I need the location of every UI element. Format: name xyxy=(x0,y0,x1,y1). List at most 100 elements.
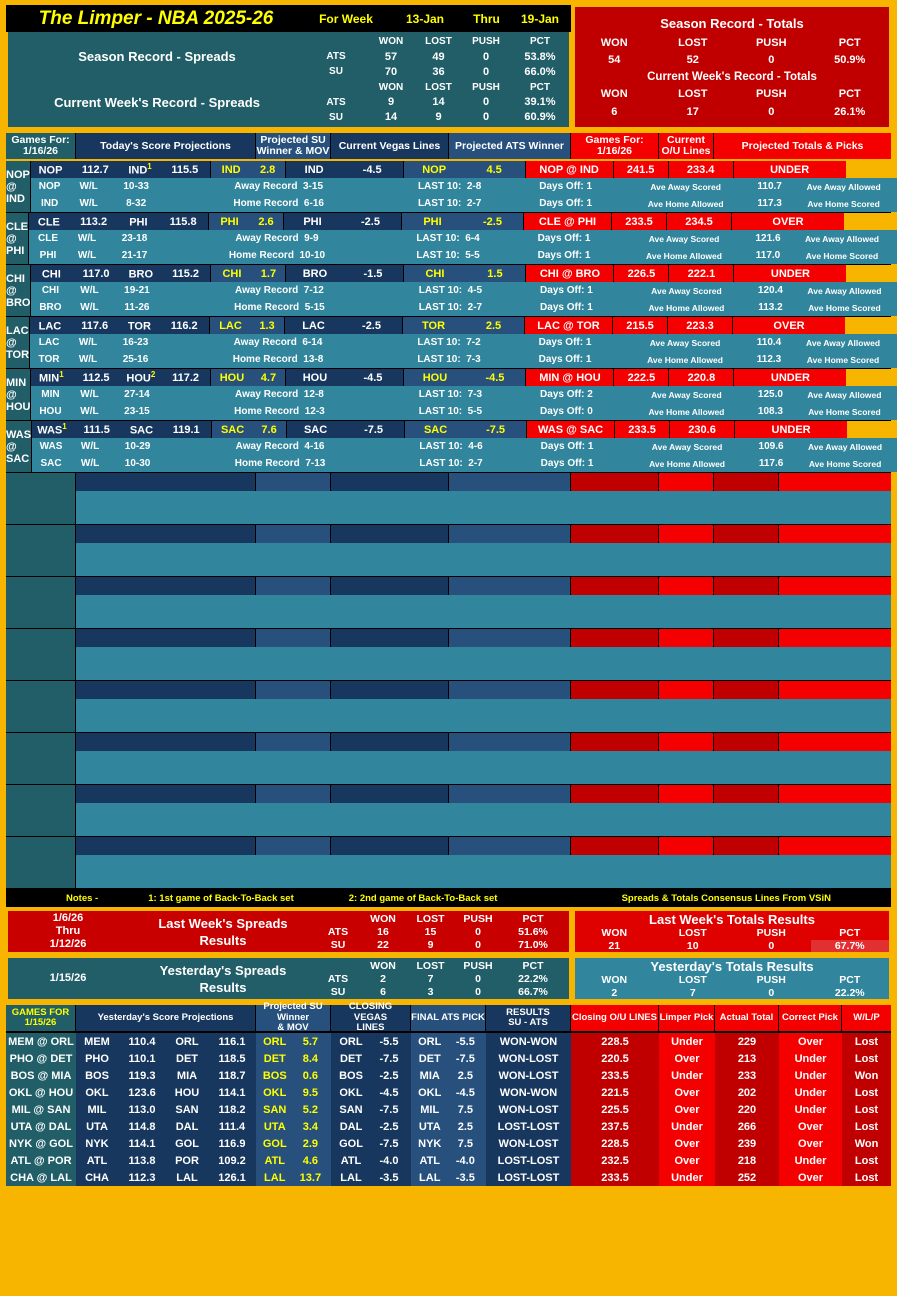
projected-su-winner-cell: ATL 4.6 xyxy=(256,1152,331,1169)
col-header-actual-total: Actual Total xyxy=(715,1005,779,1031)
actual-total-cell: 266 xyxy=(715,1118,779,1135)
closing-ou-line-cell: 233.5 xyxy=(571,1169,659,1186)
game-label-right-cell: LAC @ TOR xyxy=(525,317,614,334)
projected-su-winner-cell: LAL 13.7 xyxy=(256,1169,331,1186)
correct-pick-cell: Under xyxy=(779,1101,842,1118)
su-ats-result-cell: WON-LOST xyxy=(486,1067,571,1084)
game-group: CHI @ BRO CHI 117.0 BRO 115.2 CHI 1.7 BR… xyxy=(6,265,897,317)
projected-total-cell: 220.8 xyxy=(669,369,735,386)
game-label-right-cell: NOP @ IND xyxy=(525,161,614,178)
col-header-results: RESULTS SU - ATS xyxy=(486,1005,571,1031)
correct-pick-cell: Over xyxy=(779,1169,842,1186)
score-projection-cell: CHA 112.3 LAL 126.1 xyxy=(76,1169,256,1186)
game-group: WAS @ SAC WAS1 111.5 SAC 119.1 SAC 7.6 S… xyxy=(6,421,897,473)
col-header-su-winner: Projected SU Winner & MOV xyxy=(256,133,331,159)
final-ats-pick-cell: MIA 2.5 xyxy=(411,1067,486,1084)
final-ats-pick-cell: OKL -4.5 xyxy=(411,1084,486,1101)
projected-su-winner-cell: BOS 0.6 xyxy=(256,1067,331,1084)
week-totals-title: Current Week's Record - Totals xyxy=(647,71,817,84)
season-spreads-su-row: SU 70 36 0 66.0% xyxy=(329,65,556,78)
stats-header-row: WON LOST PUSH PCT xyxy=(370,959,544,972)
bottom-table-header: GAMES FOR 1/15/26 Yesterday's Score Proje… xyxy=(6,1002,891,1033)
current-vegas-line-cell: SAC -7.5 xyxy=(287,421,406,438)
score-projection-cell: MEM 110.4 ORL 116.1 xyxy=(76,1033,256,1050)
actual-total-cell: 239 xyxy=(715,1135,779,1152)
yesterday-game-row: NYK @ GOL NYK 114.1 GOL 116.9 GOL 2.9 GOL -7… xyxy=(6,1135,891,1152)
projected-total-cell: 222.1 xyxy=(669,265,735,282)
last-week-dates: 1/6/26 Thru 1/12/26 xyxy=(49,912,87,950)
su-ats-result-cell: WON-WON xyxy=(486,1084,571,1101)
col-header-final-ats-pick: FINAL ATS PICK xyxy=(411,1005,486,1031)
limper-pick-cell: Under xyxy=(659,1067,715,1084)
ou-line-cell: 215.5 xyxy=(613,317,669,334)
game-matchup-label: CLE @ PHI xyxy=(6,213,29,264)
wlp-result-cell: Lost xyxy=(842,1169,891,1186)
season-spreads-ats-row: ATS 57 49 0 53.8% xyxy=(326,50,556,63)
col-header-closing-ou: Closing O/U LINES xyxy=(571,1005,659,1031)
consensus-source-note: Spreads & Totals Consensus Lines From VS… xyxy=(621,892,831,904)
yesterday-spreads-panel: 1/15/26 Yesterday's Spreads Results WON LO… xyxy=(6,956,571,1001)
yesterday-game-row: MEM @ ORL MEM 110.4 ORL 116.1 ORL 5.7 ORL -5… xyxy=(6,1033,891,1050)
total-pick-cell: UNDER xyxy=(733,161,846,178)
game-detail-rows: MIN W/L 27-14 Away Record 12-8 LAST 10: … xyxy=(31,386,897,420)
game-matchup-label: UTA @ DAL xyxy=(6,1118,76,1135)
current-vegas-line-cell: LAC -2.5 xyxy=(285,317,404,334)
col-header-wlp: W/L/P xyxy=(842,1005,891,1031)
yesterday-totals-panel: Yesterday's Totals Results WON LOST PUSH P… xyxy=(573,956,891,1001)
game-group: MIN @ HOU MIN1 112.5 HOU2 117.2 HOU 4.7 … xyxy=(6,369,897,421)
limper-pick-cell: Over xyxy=(659,1135,715,1152)
limper-pick-cell: Under xyxy=(659,1118,715,1135)
yesterday-game-row: OKL @ HOU OKL 123.6 HOU 114.1 OKL 9.5 OKL -4… xyxy=(6,1084,891,1101)
week-spreads-su-row: SU 14 9 0 60.9% xyxy=(329,111,556,124)
game-label-right-cell: CHI @ BRO xyxy=(526,265,615,282)
yesterday-game-row: MIL @ SAN MIL 113.0 SAN 118.2 SAN 5.2 SAN -7… xyxy=(6,1101,891,1118)
last-week-totals-title: Last Week's Totals Results xyxy=(649,911,815,927)
actual-total-cell: 220 xyxy=(715,1101,779,1118)
wlp-result-cell: Won xyxy=(842,1135,891,1152)
score-projection-cell: LAC 117.6 TOR 116.2 xyxy=(30,317,211,334)
correct-pick-cell: Under xyxy=(779,1084,842,1101)
su-ats-result-cell: LOST-LOST xyxy=(486,1152,571,1169)
correct-pick-cell: Under xyxy=(779,1067,842,1084)
score-projection-cell: NYK 114.1 GOL 116.9 xyxy=(76,1135,256,1152)
col-header-correct-pick: Correct Pick xyxy=(779,1005,842,1031)
wlp-result-cell: Lost xyxy=(842,1152,891,1169)
closing-ou-line-cell: 221.5 xyxy=(571,1084,659,1101)
title-bar: The Limper - NBA 2025-26 For Week 13-Jan… xyxy=(6,5,571,32)
game-matchup-label: MIL @ SAN xyxy=(6,1101,76,1118)
score-projection-cell: CHI 117.0 BRO 115.2 xyxy=(31,265,212,282)
game-detail-rows: CLE W/L 23-18 Away Record 9-9 LAST 10: 6… xyxy=(29,230,897,264)
projected-su-winner-cell: SAN 5.2 xyxy=(256,1101,331,1118)
score-projection-cell: MIN1 112.5 HOU2 117.2 xyxy=(31,369,212,386)
yesterday-game-row: PHO @ DET PHO 110.1 DET 118.5 DET 8.4 DET -7… xyxy=(6,1050,891,1067)
ou-line-cell: 233.5 xyxy=(612,213,667,230)
game-detail-rows: CHI W/L 19-21 Away Record 7-12 LAST 10: … xyxy=(31,282,897,316)
correct-pick-cell: Over xyxy=(779,1135,842,1152)
score-projection-cell: UTA 114.8 DAL 111.4 xyxy=(76,1118,256,1135)
limper-pick-cell: Over xyxy=(659,1101,715,1118)
projected-total-cell: 234.5 xyxy=(667,213,732,230)
projected-total-cell: 233.4 xyxy=(668,161,734,178)
score-projection-cell: WAS1 111.5 SAC 119.1 xyxy=(32,421,213,438)
projected-su-winner-cell: HOU 4.7 xyxy=(211,369,287,386)
projected-ats-winner-cell: HOU -4.5 xyxy=(404,369,527,386)
score-projection-cell: MIL 113.0 SAN 118.2 xyxy=(76,1101,256,1118)
total-pick-cell: OVER xyxy=(733,317,846,334)
col-header-vegas-lines: Current Vegas Lines xyxy=(331,133,449,159)
closing-ou-line-cell: 228.5 xyxy=(571,1135,659,1152)
projected-su-winner-cell: OKL 9.5 xyxy=(256,1084,331,1101)
actual-total-cell: 218 xyxy=(715,1152,779,1169)
game-matchup-label: CHA @ LAL xyxy=(6,1169,76,1186)
week-end-date: 19-Jan xyxy=(520,11,560,26)
closing-ou-line-cell: 237.5 xyxy=(571,1118,659,1135)
ou-line-cell: 226.5 xyxy=(614,265,670,282)
last-week-su-row: SU 22 9 0 71.0% xyxy=(330,938,548,951)
actual-total-cell: 202 xyxy=(715,1084,779,1101)
su-ats-result-cell: WON-LOST xyxy=(486,1135,571,1152)
notes-bar: Notes - 1: 1st game of Back-To-Back set … xyxy=(6,889,891,907)
week-spreads-ats-row: ATS 9 14 0 39.1% xyxy=(326,96,556,109)
last-week-spreads-title: Last Week's Spreads Results xyxy=(158,915,288,948)
